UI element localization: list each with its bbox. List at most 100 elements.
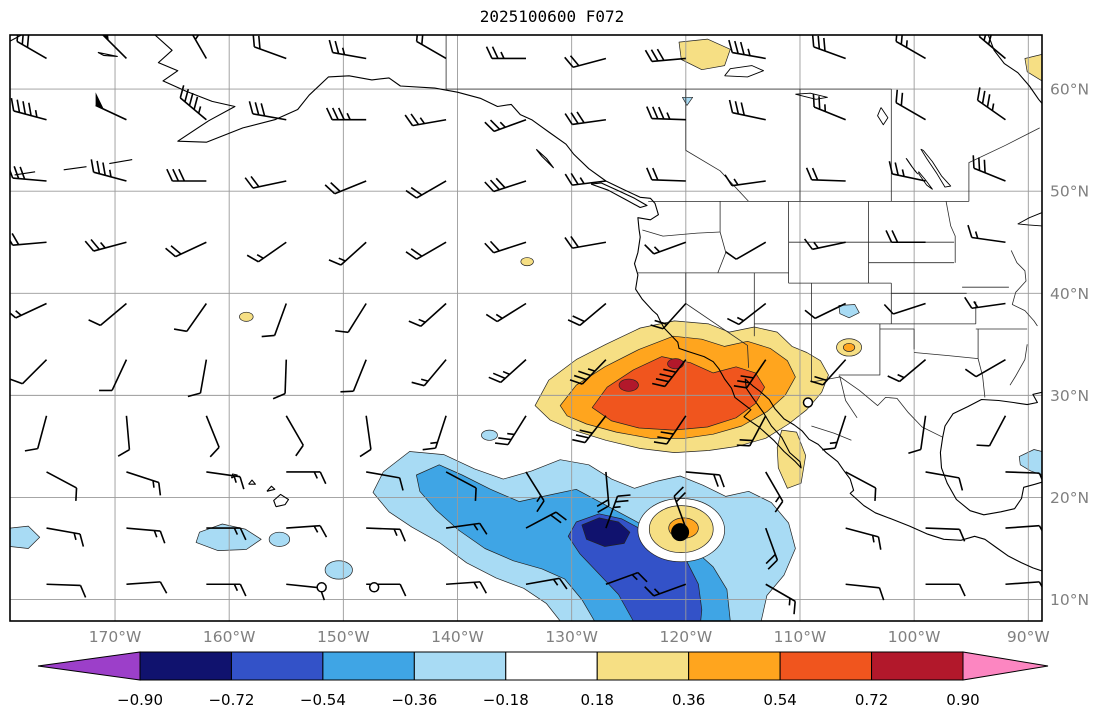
colorbar-under-arrow: [37, 651, 141, 681]
wind-barb-layer: [10, 35, 1042, 615]
wind-barb: [325, 107, 367, 121]
coastline-path: [266, 485, 276, 492]
wind-barb: [285, 415, 304, 457]
coastline-path: [273, 493, 290, 508]
wind-barb: [845, 527, 882, 550]
wind-barb: [173, 303, 208, 333]
wind-barb: [883, 302, 926, 315]
contour-fill: [195, 523, 262, 551]
wind-barb: [88, 302, 127, 327]
wind-barb: [16, 35, 47, 60]
wind-barb: [335, 303, 367, 334]
wind-barb: [366, 527, 406, 542]
wind-barb: [812, 93, 846, 121]
contour-fill-layer: [10, 38, 1042, 621]
wind-barb: [484, 240, 527, 254]
wind-barb: [246, 241, 287, 263]
wind-barb: [567, 302, 607, 327]
wind-barb: [415, 35, 447, 60]
coastline-path: [154, 35, 1042, 572]
border-line: [1010, 250, 1038, 327]
wind-barb: [673, 486, 687, 529]
wind-barb: [187, 359, 208, 398]
wind-barb: [650, 302, 687, 330]
lake-outline: [918, 171, 933, 190]
wind-barb: [10, 233, 47, 247]
wind-barb: [126, 581, 168, 594]
border-line: [642, 229, 721, 237]
map-frame: [9, 34, 1043, 622]
storm-marker-open: [368, 582, 380, 593]
wind-barb: [925, 471, 964, 491]
wind-barb: [724, 174, 766, 187]
wind-barb: [206, 527, 247, 541]
wind-barb: [725, 241, 767, 260]
contour-fill: [520, 257, 534, 267]
wind-barb: [652, 359, 687, 388]
wind-barb: [685, 471, 725, 488]
lon-tick-label: 140°W: [431, 628, 484, 646]
colorbar-tick-label: −0.18: [483, 691, 529, 709]
wind-barb: [272, 359, 288, 400]
wind-barb: [10, 302, 47, 319]
border-line: [838, 323, 881, 376]
wind-barb: [405, 180, 447, 199]
wind-barb: [964, 358, 1006, 378]
wind-barb: [803, 238, 846, 251]
contour-fill: [10, 525, 41, 549]
wind-barb: [805, 167, 846, 182]
wind-barb: [46, 583, 87, 598]
contour-fill: [268, 531, 291, 547]
coastline-path: [535, 148, 554, 169]
contour-fill: [838, 304, 860, 319]
wind-barb: [359, 415, 372, 458]
wind-barb: [408, 302, 447, 327]
lat-tick-label: 20°N: [1050, 489, 1089, 507]
wind-barb: [644, 241, 687, 255]
wind-barb: [484, 177, 527, 193]
colorbar-segment: [505, 651, 598, 681]
wind-barb: [736, 415, 767, 447]
wind-barb: [101, 35, 128, 60]
storm-marker-open: [316, 582, 327, 593]
colorbar-tick-label: −0.72: [208, 691, 254, 709]
wind-barb: [1005, 581, 1042, 589]
wind-barb: [324, 180, 367, 195]
wind-barb: [286, 524, 328, 538]
wind-barb: [46, 527, 85, 547]
wind-barb: [525, 471, 545, 513]
lake-outline: [795, 92, 828, 100]
wind-barb: [206, 583, 247, 597]
wind-barb: [422, 415, 447, 451]
wind-barb: [845, 471, 877, 501]
wind-barb: [244, 175, 287, 189]
wind-barb: [895, 89, 926, 121]
lake-outline: [920, 148, 952, 188]
wind-barb: [925, 583, 966, 597]
wind-barb: [99, 359, 128, 392]
wind-barb: [485, 302, 527, 323]
wind-barb: [286, 471, 327, 485]
colorbar-segment: [322, 651, 415, 681]
lon-tick-label: 100°W: [888, 628, 941, 646]
coastline-path: [97, 51, 118, 57]
wind-barb: [885, 230, 926, 244]
contour-fill: [1024, 54, 1042, 82]
wind-barb: [964, 296, 1006, 310]
wind-barb: [810, 359, 847, 386]
wind-barb: [765, 471, 784, 513]
colorbar-segment: [596, 651, 690, 681]
wind-barb: [328, 241, 367, 266]
lat-tick-label: 50°N: [1050, 183, 1089, 201]
coastline-path: [14, 171, 36, 176]
wind-barb: [569, 359, 607, 385]
border-line: [945, 201, 956, 263]
border-line: [717, 231, 727, 274]
wind-barb: [165, 241, 207, 258]
wind-barb: [10, 97, 47, 121]
lon-tick-label: 150°W: [317, 628, 370, 646]
wind-barb: [366, 471, 404, 491]
chart-title: 2025100600 F072: [480, 7, 625, 26]
wind-barb: [564, 172, 607, 186]
